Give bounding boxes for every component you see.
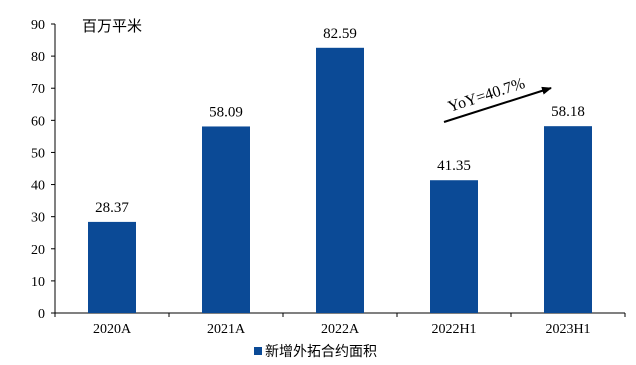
- legend-swatch: [254, 347, 262, 355]
- y-tick-label: 50: [31, 146, 45, 161]
- legend: 新增外拓合约面积: [254, 344, 377, 360]
- y-axis-tick-labels: 0 10 20 30 40 50 60 70 80 90: [31, 18, 45, 322]
- x-axis-ticks: [54, 313, 626, 317]
- y-axis-ticks: [51, 23, 55, 314]
- y-tick-label: 70: [31, 82, 45, 97]
- bar-2021A: [202, 126, 250, 313]
- yoy-annotation: YoY=40.7%: [446, 75, 527, 116]
- data-label-2022A: 82.59: [323, 26, 357, 42]
- y-tick-label: 40: [31, 179, 45, 194]
- y-tick-label: 20: [31, 243, 45, 258]
- bar-2022H1: [430, 180, 478, 313]
- bar-2023H1: [544, 126, 592, 314]
- data-label-2023H1: 58.18: [551, 104, 585, 120]
- data-label-2020A: 28.37: [95, 200, 129, 216]
- yoy-arrow: [443, 86, 552, 123]
- x-tick-label: 2023H1: [545, 322, 590, 337]
- y-tick-label: 10: [31, 275, 45, 290]
- unit-label: 百万平米: [82, 18, 142, 35]
- x-tick-label: 2022A: [321, 322, 360, 337]
- bar-series: [88, 47, 592, 314]
- x-tick-label: 2020A: [93, 322, 132, 337]
- y-tick-label: 90: [31, 18, 45, 33]
- y-tick-label: 60: [31, 114, 45, 129]
- y-tick-label: 80: [31, 50, 45, 65]
- data-labels: 28.37 58.09 82.59 41.35 58.18: [95, 26, 585, 216]
- bar-2022A: [316, 47, 364, 313]
- data-label-2021A: 58.09: [209, 104, 243, 120]
- y-tick-label: 0: [38, 307, 45, 322]
- data-label-2022H1: 41.35: [437, 158, 471, 174]
- legend-label: 新增外拓合约面积: [265, 344, 377, 360]
- bar-2020A: [88, 221, 136, 313]
- y-tick-label: 30: [31, 211, 45, 226]
- x-axis-tick-labels: 2020A 2021A 2022A 2022H1 2023H1: [93, 322, 591, 337]
- x-tick-label: 2022H1: [431, 322, 476, 337]
- x-tick-label: 2021A: [207, 322, 246, 337]
